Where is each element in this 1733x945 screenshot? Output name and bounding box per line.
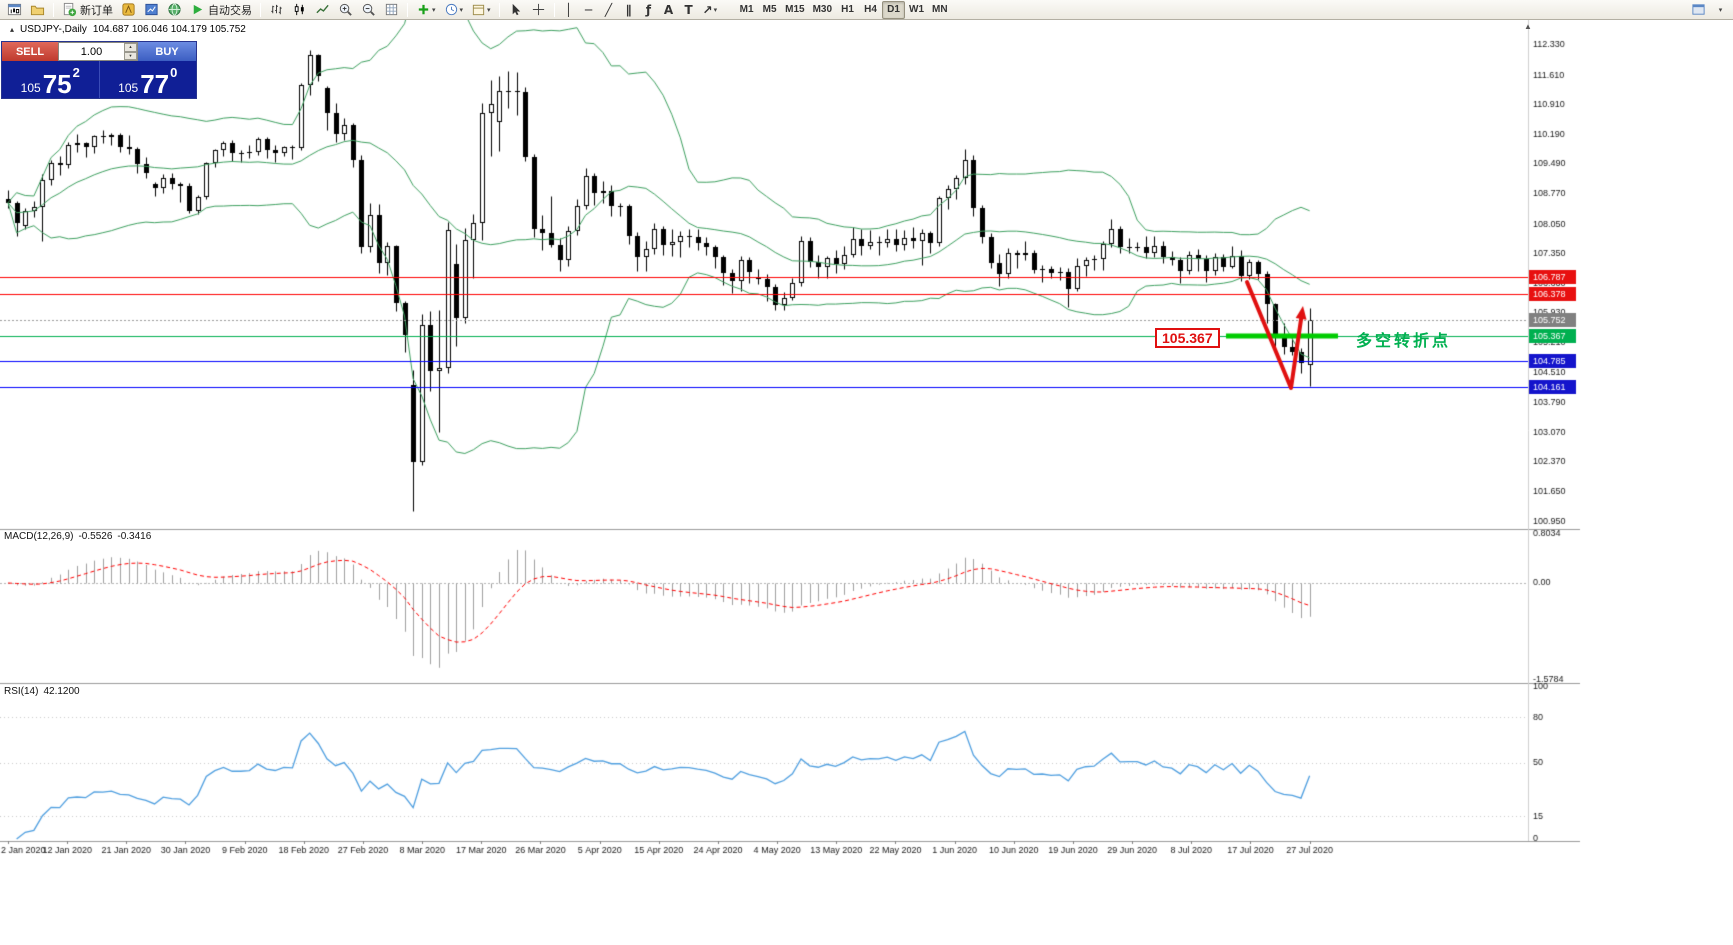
bar-chart-icon[interactable] <box>265 1 288 19</box>
timeframe-m30[interactable]: M30 <box>812 4 833 15</box>
sell-price-display[interactable]: 105 75 2 <box>2 61 100 98</box>
cursor-icon[interactable] <box>504 1 527 19</box>
chart-title: ▴ USDJPY-,Daily 104.687 106.046 104.179 … <box>10 24 246 35</box>
new-order-button[interactable]: 新订单 <box>58 1 117 19</box>
macd-name: MACD(12,26,9) <box>4 531 74 542</box>
chevron-down-icon: ▾ <box>432 6 436 14</box>
timeframe-h4[interactable]: H4 <box>864 4 877 15</box>
templates-icon[interactable]: ▾ <box>467 1 495 19</box>
zoom-in-icon[interactable] <box>334 1 357 19</box>
buy-button[interactable]: BUY <box>138 42 196 61</box>
rsi-name: RSI(14) <box>4 686 39 697</box>
buy-price-prefix: 105 <box>118 80 139 95</box>
window-layout-icon[interactable] <box>1687 1 1710 19</box>
timeframe-toolbar: M1 M5 M15 M30 H1 H4 D1 W1 MN <box>735 0 951 19</box>
tile-windows-icon[interactable] <box>380 1 403 19</box>
timeframe-d1[interactable]: D1 <box>882 0 906 19</box>
toolbar-separator <box>53 2 54 17</box>
sell-button[interactable]: SELL <box>2 42 58 61</box>
timeframe-m5[interactable]: M5 <box>762 4 777 15</box>
macd-main-value: -0.5526 <box>78 531 113 542</box>
buy-price-big: 77 <box>140 68 170 99</box>
timeframe-m1[interactable]: M1 <box>739 4 754 15</box>
indicators-icon[interactable]: ▾ <box>412 1 440 19</box>
chart-symbol-title: USDJPY-,Daily <box>20 24 87 35</box>
profiles-icon[interactable] <box>26 1 49 19</box>
one-click-trading-panel: SELL ▲ ▼ BUY 105 75 2 105 77 0 <box>1 41 197 99</box>
channel-icon[interactable]: ∥ <box>625 2 632 17</box>
line-chart-icon[interactable] <box>311 1 334 19</box>
terminal-icon[interactable] <box>140 1 163 19</box>
chevron-down-icon: ▾ <box>713 6 718 14</box>
timeframe-w1[interactable]: W1 <box>909 4 925 15</box>
zoom-out-icon[interactable] <box>357 1 380 19</box>
trendline-icon[interactable]: ╱ <box>604 2 613 17</box>
macd-indicator-label: MACD(12,26,9) -0.5526 -0.3416 <box>4 531 151 542</box>
horizontal-line-icon[interactable]: ─ <box>584 2 593 17</box>
text-label-icon[interactable]: T <box>684 2 693 17</box>
autotrading-button[interactable]: 自动交易 <box>186 1 256 19</box>
sell-price-prefix: 105 <box>20 80 41 95</box>
chevron-down-icon: ▾ <box>487 6 491 14</box>
scroll-up-icon[interactable]: ▲ <box>1524 22 1532 31</box>
metaeditor-icon[interactable] <box>117 1 140 19</box>
toolbar-separator <box>498 2 500 17</box>
autotrading-label: 自动交易 <box>208 4 252 17</box>
arrow-tools-icon[interactable]: ↗ ▾ <box>702 2 718 17</box>
chart-marker-icon[interactable]: ▴ <box>10 25 15 34</box>
new-order-icon <box>62 2 77 17</box>
buy-price-sup: 0 <box>170 65 178 80</box>
autotrading-play-icon <box>190 2 205 17</box>
candlestick-chart-icon[interactable] <box>288 1 311 19</box>
rsi-value: 42.1200 <box>43 686 80 697</box>
periods-icon[interactable]: ▾ <box>440 1 468 19</box>
toolbar-separator <box>553 2 555 17</box>
fibonacci-icon[interactable]: ƒ <box>645 2 652 17</box>
sell-price-big: 75 <box>42 68 72 99</box>
rsi-indicator-label: RSI(14) 42.1200 <box>4 686 80 697</box>
macd-signal-value: -0.3416 <box>117 531 152 542</box>
price-chart-canvas[interactable] <box>0 20 1733 945</box>
new-order-label: 新订单 <box>80 4 113 17</box>
strategy-tester-icon[interactable] <box>163 1 186 19</box>
toolbar-overflow-icon[interactable]: ▾ <box>1718 6 1723 14</box>
volume-field: ▲ ▼ <box>58 42 138 61</box>
sell-price-sup: 2 <box>72 65 80 80</box>
chevron-down-icon: ▾ <box>459 6 464 14</box>
volume-decrease-button[interactable]: ▼ <box>124 51 137 60</box>
volume-input[interactable] <box>59 43 124 60</box>
timeframe-mn[interactable]: MN <box>932 4 948 15</box>
new-chart-icon[interactable] <box>3 1 26 19</box>
toolbar-separator <box>407 2 408 17</box>
text-icon[interactable]: A <box>663 2 674 17</box>
annotation-note-text[interactable]: 多空转折点 <box>1356 333 1452 350</box>
toolbar: 新订单 自动交易 ▾ ▾ ▾ │ <box>0 0 1733 20</box>
annotation-price-label[interactable]: 105.367 <box>1155 328 1220 348</box>
chart-ohlc-values: 104.687 106.046 104.179 105.752 <box>92 24 246 35</box>
timeframe-m15[interactable]: M15 <box>785 4 805 15</box>
crosshair-icon[interactable] <box>527 1 550 19</box>
vertical-line-icon[interactable]: │ <box>564 2 573 17</box>
timeframe-h1[interactable]: H1 <box>841 4 854 15</box>
volume-increase-button[interactable]: ▲ <box>124 43 137 52</box>
buy-price-display[interactable]: 105 77 0 <box>100 61 197 98</box>
toolbar-separator <box>260 2 261 17</box>
